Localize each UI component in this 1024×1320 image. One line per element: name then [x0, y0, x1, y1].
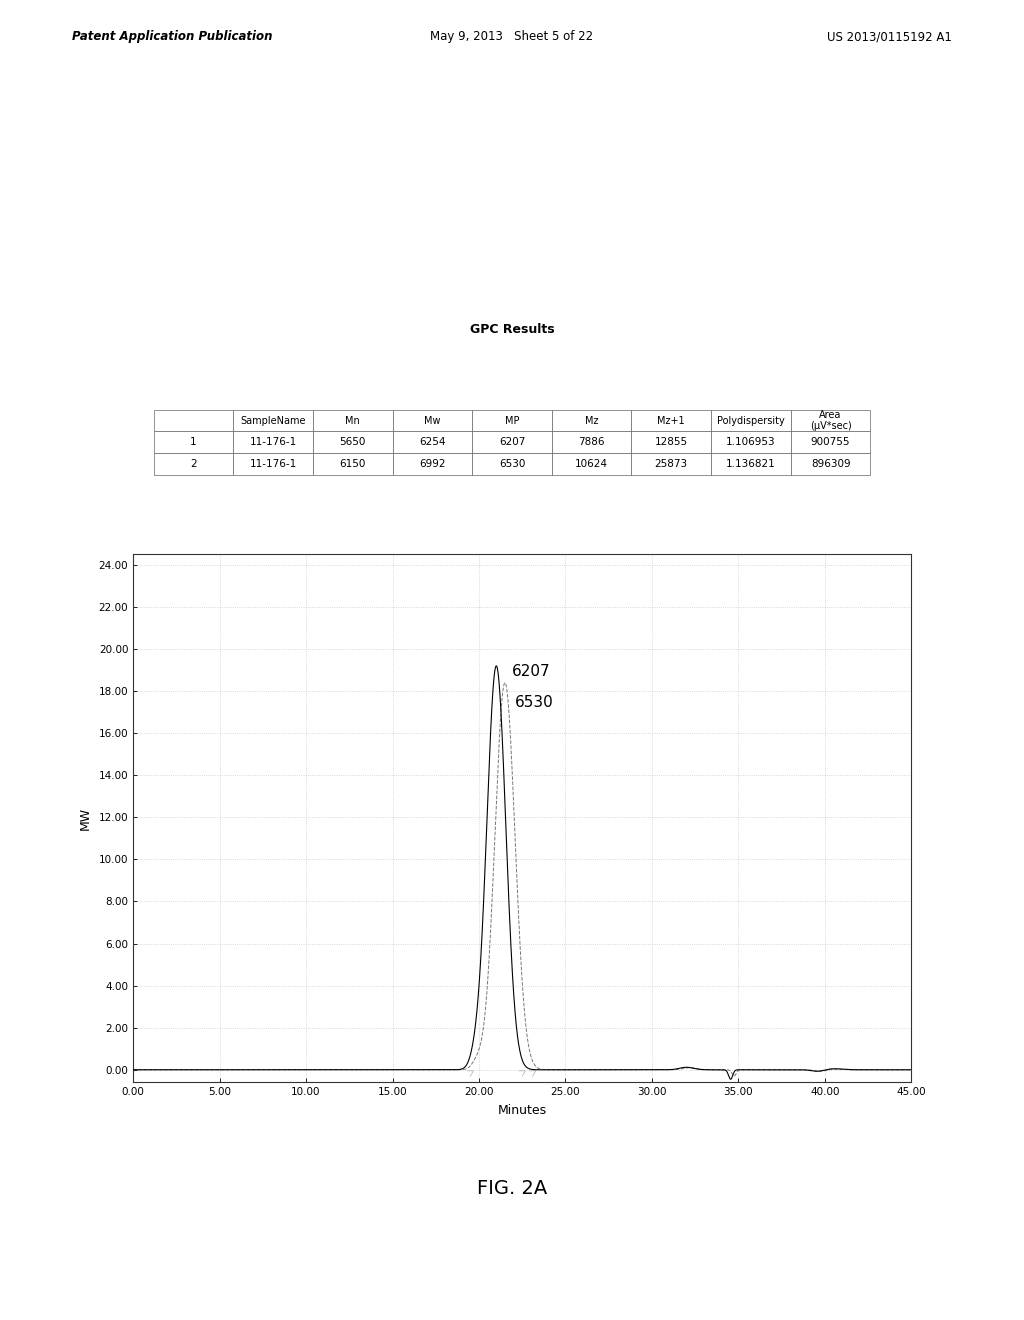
Text: GPC Results: GPC Results	[470, 323, 554, 335]
Text: FIG. 2A: FIG. 2A	[477, 1179, 547, 1197]
X-axis label: Minutes: Minutes	[498, 1105, 547, 1117]
Text: Patent Application Publication: Patent Application Publication	[72, 30, 272, 44]
Text: May 9, 2013   Sheet 5 of 22: May 9, 2013 Sheet 5 of 22	[430, 30, 594, 44]
Text: 6530: 6530	[515, 696, 554, 710]
Text: 6207: 6207	[512, 664, 551, 678]
Y-axis label: MW: MW	[79, 807, 92, 830]
Text: US 2013/0115192 A1: US 2013/0115192 A1	[827, 30, 952, 44]
